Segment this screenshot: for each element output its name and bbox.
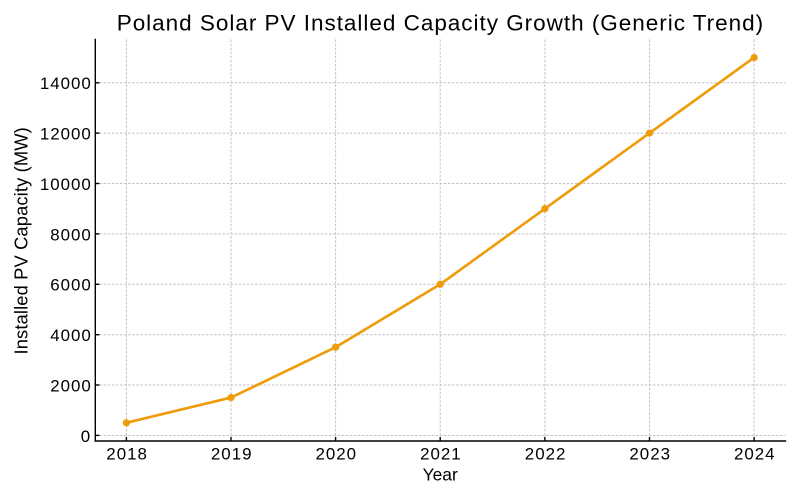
svg-text:Poland Solar PV Installed Capa: Poland Solar PV Installed Capacity Growt… <box>117 10 764 35</box>
svg-text:2018: 2018 <box>106 444 148 463</box>
svg-text:2024: 2024 <box>734 444 776 463</box>
svg-text:2023: 2023 <box>629 444 671 463</box>
svg-text:12000: 12000 <box>40 125 92 144</box>
svg-text:0: 0 <box>81 427 91 446</box>
svg-text:14000: 14000 <box>40 74 92 93</box>
svg-text:2022: 2022 <box>525 444 567 463</box>
svg-text:Installed PV Capacity (MW): Installed PV Capacity (MW) <box>10 127 31 354</box>
svg-text:2019: 2019 <box>211 444 253 463</box>
svg-text:10000: 10000 <box>40 175 92 194</box>
svg-text:2000: 2000 <box>50 376 92 395</box>
svg-text:Year: Year <box>423 465 458 485</box>
svg-text:4000: 4000 <box>50 326 92 345</box>
svg-text:2020: 2020 <box>316 444 358 463</box>
svg-text:2021: 2021 <box>420 444 462 463</box>
svg-text:8000: 8000 <box>50 225 92 244</box>
svg-text:6000: 6000 <box>50 276 92 295</box>
